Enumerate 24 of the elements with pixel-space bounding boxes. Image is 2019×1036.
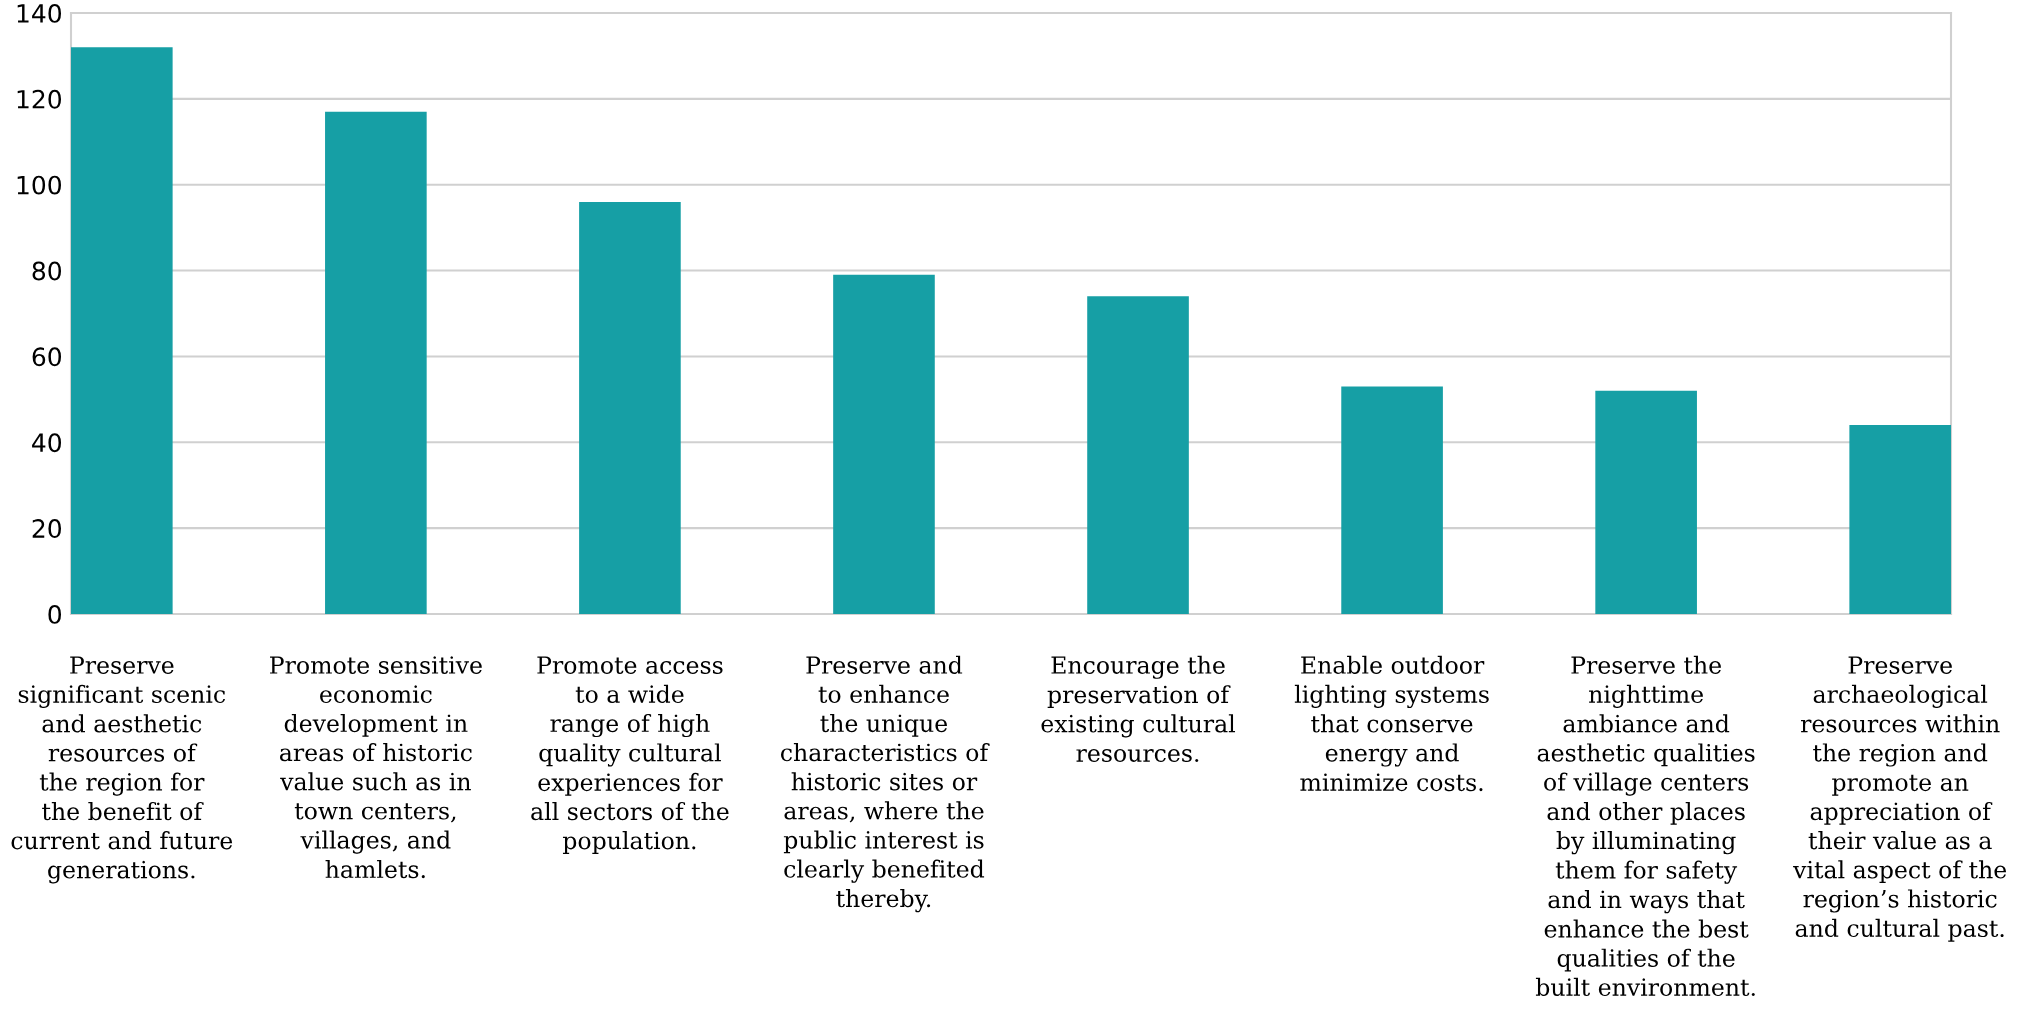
y-tick-label: 0 [48, 604, 62, 624]
y-tick-label: 100 [17, 175, 62, 195]
x-tick-label: Promote sensitive economic development in areas of historic value such as in town centers, villages, and hamlets. [270, 656, 482, 879]
y-tick-label: 40 [32, 433, 62, 453]
x-tick-label: Preserve significant scenic and aesthetic resources of the region for the benefit of current and future generations. [11, 656, 233, 884]
category-label: Preserve archaeological resources within the region and promote an appreciation of their value as a vital aspect of the region’s historic and cultural past. [1793, 656, 2007, 942]
bar [1087, 296, 1189, 614]
y-tick-label: 80 [32, 261, 62, 281]
bar [1341, 386, 1443, 614]
bar [325, 111, 427, 614]
y-tick-label: 120 [17, 89, 62, 109]
category-label: Preserve the nighttime ambiance and aesthetic qualities of village centers and other places by illuminating them for safety and in ways that enhance the best qualities of the built environment. [1535, 655, 1755, 997]
bar [71, 47, 173, 614]
bar [833, 274, 935, 614]
y-tick-label: 20 [32, 519, 62, 538]
x-tick-label: Encourage the preservation of existing cultural resources. [1041, 655, 1236, 763]
x-tick-label: Promote access to a wide range of high quality cultural experiences for all sectors of the population. [531, 656, 729, 854]
bar [579, 201, 681, 614]
category-label: Preserve and to enhance the unique characteristics of historic sites or areas, where the public interest is clearly benefited thereby. [780, 655, 990, 913]
x-tick-label: Enable outdoor lighting systems that conserve energy and minimize costs. [1294, 655, 1489, 792]
bar [1595, 390, 1697, 614]
y-tick-label: 60 [32, 347, 62, 367]
bar [1849, 425, 1951, 614]
y-tick-label: 140 [17, 3, 62, 23]
